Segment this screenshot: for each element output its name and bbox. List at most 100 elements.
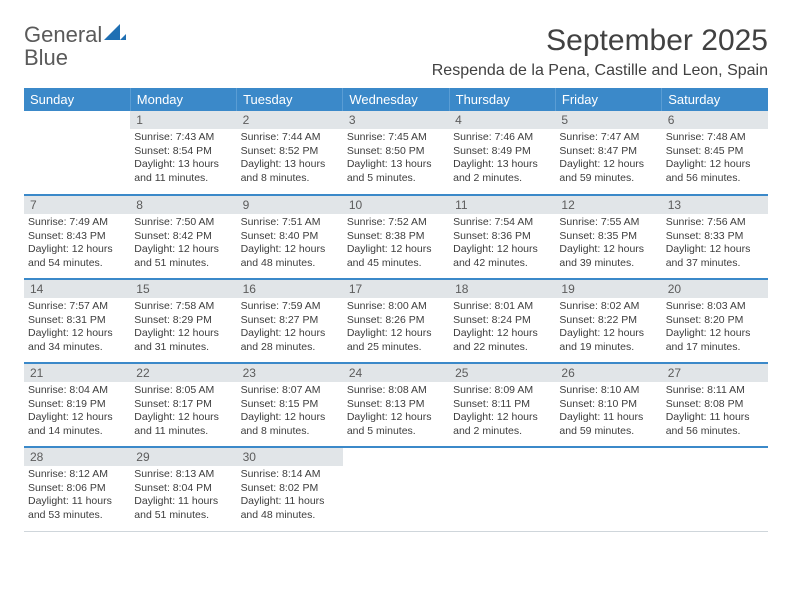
day-details: Sunrise: 7:56 AMSunset: 8:33 PMDaylight:… xyxy=(662,216,768,271)
sunrise-text: Sunrise: 8:08 AM xyxy=(347,384,445,398)
day-number: 7 xyxy=(24,196,130,214)
day-number: 20 xyxy=(662,280,768,298)
weekday-header-row: Sunday Monday Tuesday Wednesday Thursday… xyxy=(24,88,768,111)
daylight-text: Daylight: 12 hours and 25 minutes. xyxy=(347,327,445,354)
daylight-text: Daylight: 11 hours and 48 minutes. xyxy=(241,495,339,522)
calendar-day-cell: 17 Sunrise: 8:00 AMSunset: 8:26 PMDayligh… xyxy=(343,279,449,363)
sunset-text: Sunset: 8:22 PM xyxy=(559,314,657,328)
sunset-text: Sunset: 8:49 PM xyxy=(453,145,551,159)
calendar-page: General Blue September 2025 Respenda de … xyxy=(0,0,792,532)
sunrise-text: Sunrise: 7:56 AM xyxy=(666,216,764,230)
calendar-day-cell: 15Sunrise: 7:58 AMSunset: 8:29 PMDayligh… xyxy=(130,279,236,363)
sunrise-text: Sunrise: 8:10 AM xyxy=(559,384,657,398)
day-number: 17 xyxy=(343,280,449,298)
sunset-text: Sunset: 8:45 PM xyxy=(666,145,764,159)
sunrise-text: Sunrise: 7:47 AM xyxy=(559,131,657,145)
daylight-text: Daylight: 12 hours and 54 minutes. xyxy=(28,243,126,270)
day-details: Sunrise: 8:07 AMSunset: 8:15 PMDaylight:… xyxy=(237,384,343,439)
calendar-day-cell: 16Sunrise: 7:59 AMSunset: 8:27 PMDayligh… xyxy=(237,279,343,363)
month-title: September 2025 xyxy=(432,24,768,58)
location-text: Respenda de la Pena, Castille and Leon, … xyxy=(432,62,768,80)
daylight-text: Daylight: 13 hours and 2 minutes. xyxy=(453,158,551,185)
calendar-day-cell: 5Sunrise: 7:47 AMSunset: 8:47 PMDaylight… xyxy=(555,111,661,195)
daylight-text: Daylight: 12 hours and 34 minutes. xyxy=(28,327,126,354)
sunset-text: Sunset: 8:27 PM xyxy=(241,314,339,328)
calendar-day-cell xyxy=(449,447,555,531)
sunset-text: Sunset: 8:15 PM xyxy=(241,398,339,412)
calendar-day-cell: 23Sunrise: 8:07 AMSunset: 8:15 PMDayligh… xyxy=(237,363,343,447)
day-details: Sunrise: 8:03 AMSunset: 8:20 PMDaylight:… xyxy=(662,300,768,355)
weekday-header: Thursday xyxy=(449,88,555,111)
logo-sail-icon xyxy=(104,24,126,45)
day-number: 10 xyxy=(343,196,449,214)
day-details: Sunrise: 8:08 AMSunset: 8:13 PMDaylight:… xyxy=(343,384,449,439)
day-number: 30 xyxy=(237,448,343,466)
calendar-day-cell xyxy=(555,447,661,531)
calendar-day-cell: 21 Sunrise: 8:04 AMSunset: 8:19 PMDayligh… xyxy=(24,363,130,447)
daylight-text: Daylight: 13 hours and 11 minutes. xyxy=(134,158,232,185)
calendar-day-cell: 7 Sunrise: 7:49 AMSunset: 8:43 PMDaylight… xyxy=(24,195,130,279)
sunrise-text: Sunrise: 8:13 AM xyxy=(134,468,232,482)
daylight-text: Daylight: 13 hours and 8 minutes. xyxy=(241,158,339,185)
day-details: Sunrise: 8:14 AMSunset: 8:02 PMDaylight:… xyxy=(237,468,343,523)
day-number: 21 xyxy=(24,364,130,382)
daylight-text: Daylight: 12 hours and 5 minutes. xyxy=(347,411,445,438)
day-number: 26 xyxy=(555,364,661,382)
day-details: Sunrise: 7:49 AMSunset: 8:43 PMDaylight:… xyxy=(24,216,130,271)
calendar-day-cell: 2Sunrise: 7:44 AMSunset: 8:52 PMDaylight… xyxy=(237,111,343,195)
daylight-text: Daylight: 12 hours and 2 minutes. xyxy=(453,411,551,438)
sunset-text: Sunset: 8:50 PM xyxy=(347,145,445,159)
sunrise-text: Sunrise: 7:44 AM xyxy=(241,131,339,145)
day-number: 22 xyxy=(130,364,236,382)
day-number: 28 xyxy=(24,448,130,466)
sunrise-text: Sunrise: 7:55 AM xyxy=(559,216,657,230)
sunset-text: Sunset: 8:36 PM xyxy=(453,230,551,244)
header: General Blue September 2025 Respenda de … xyxy=(24,24,768,80)
calendar-week-row: 1Sunrise: 7:43 AMSunset: 8:54 PMDaylight… xyxy=(24,111,768,195)
day-details: Sunrise: 7:50 AMSunset: 8:42 PMDaylight:… xyxy=(130,216,236,271)
weekday-header: Wednesday xyxy=(343,88,449,111)
sunrise-text: Sunrise: 7:58 AM xyxy=(134,300,232,314)
sunrise-text: Sunrise: 7:59 AM xyxy=(241,300,339,314)
day-number: 2 xyxy=(237,111,343,129)
calendar-day-cell: 30 Sunrise: 8:14 AMSunset: 8:02 PMDayligh… xyxy=(237,447,343,531)
sunrise-text: Sunrise: 7:51 AM xyxy=(241,216,339,230)
day-details: Sunrise: 7:47 AMSunset: 8:47 PMDaylight:… xyxy=(555,131,661,186)
day-details: Sunrise: 8:04 AMSunset: 8:19 PMDaylight:… xyxy=(24,384,130,439)
day-details: Sunrise: 7:59 AMSunset: 8:27 PMDaylight:… xyxy=(237,300,343,355)
sunset-text: Sunset: 8:19 PM xyxy=(28,398,126,412)
day-details: Sunrise: 8:00 AMSunset: 8:26 PMDaylight:… xyxy=(343,300,449,355)
calendar-day-cell: 26Sunrise: 8:10 AMSunset: 8:10 PMDayligh… xyxy=(555,363,661,447)
sunset-text: Sunset: 8:38 PM xyxy=(347,230,445,244)
sunset-text: Sunset: 8:17 PM xyxy=(134,398,232,412)
calendar-body: 1Sunrise: 7:43 AMSunset: 8:54 PMDaylight… xyxy=(24,111,768,531)
calendar-day-cell: 13Sunrise: 7:56 AMSunset: 8:33 PMDayligh… xyxy=(662,195,768,279)
sunrise-text: Sunrise: 7:45 AM xyxy=(347,131,445,145)
daylight-text: Daylight: 12 hours and 14 minutes. xyxy=(28,411,126,438)
sunset-text: Sunset: 8:43 PM xyxy=(28,230,126,244)
day-details: Sunrise: 7:45 AMSunset: 8:50 PMDaylight:… xyxy=(343,131,449,186)
sunset-text: Sunset: 8:20 PM xyxy=(666,314,764,328)
sunrise-text: Sunrise: 8:11 AM xyxy=(666,384,764,398)
daylight-text: Daylight: 12 hours and 51 minutes. xyxy=(134,243,232,270)
calendar-day-cell: 4Sunrise: 7:46 AMSunset: 8:49 PMDaylight… xyxy=(449,111,555,195)
sunset-text: Sunset: 8:40 PM xyxy=(241,230,339,244)
weekday-header: Tuesday xyxy=(237,88,343,111)
daylight-text: Daylight: 12 hours and 17 minutes. xyxy=(666,327,764,354)
calendar-day-cell xyxy=(343,447,449,531)
daylight-text: Daylight: 12 hours and 48 minutes. xyxy=(241,243,339,270)
weekday-header: Monday xyxy=(130,88,236,111)
sunrise-text: Sunrise: 7:46 AM xyxy=(453,131,551,145)
sunrise-text: Sunrise: 7:43 AM xyxy=(134,131,232,145)
daylight-text: Daylight: 11 hours and 51 minutes. xyxy=(134,495,232,522)
day-number: 25 xyxy=(449,364,555,382)
day-number: 6 xyxy=(662,111,768,129)
calendar-day-cell xyxy=(24,111,130,195)
sunset-text: Sunset: 8:33 PM xyxy=(666,230,764,244)
sunrise-text: Sunrise: 8:05 AM xyxy=(134,384,232,398)
calendar-table: Sunday Monday Tuesday Wednesday Thursday… xyxy=(24,88,768,532)
day-number: 3 xyxy=(343,111,449,129)
sunset-text: Sunset: 8:29 PM xyxy=(134,314,232,328)
calendar-day-cell: 3 Sunrise: 7:45 AMSunset: 8:50 PMDaylight… xyxy=(343,111,449,195)
logo: General Blue xyxy=(24,24,126,70)
